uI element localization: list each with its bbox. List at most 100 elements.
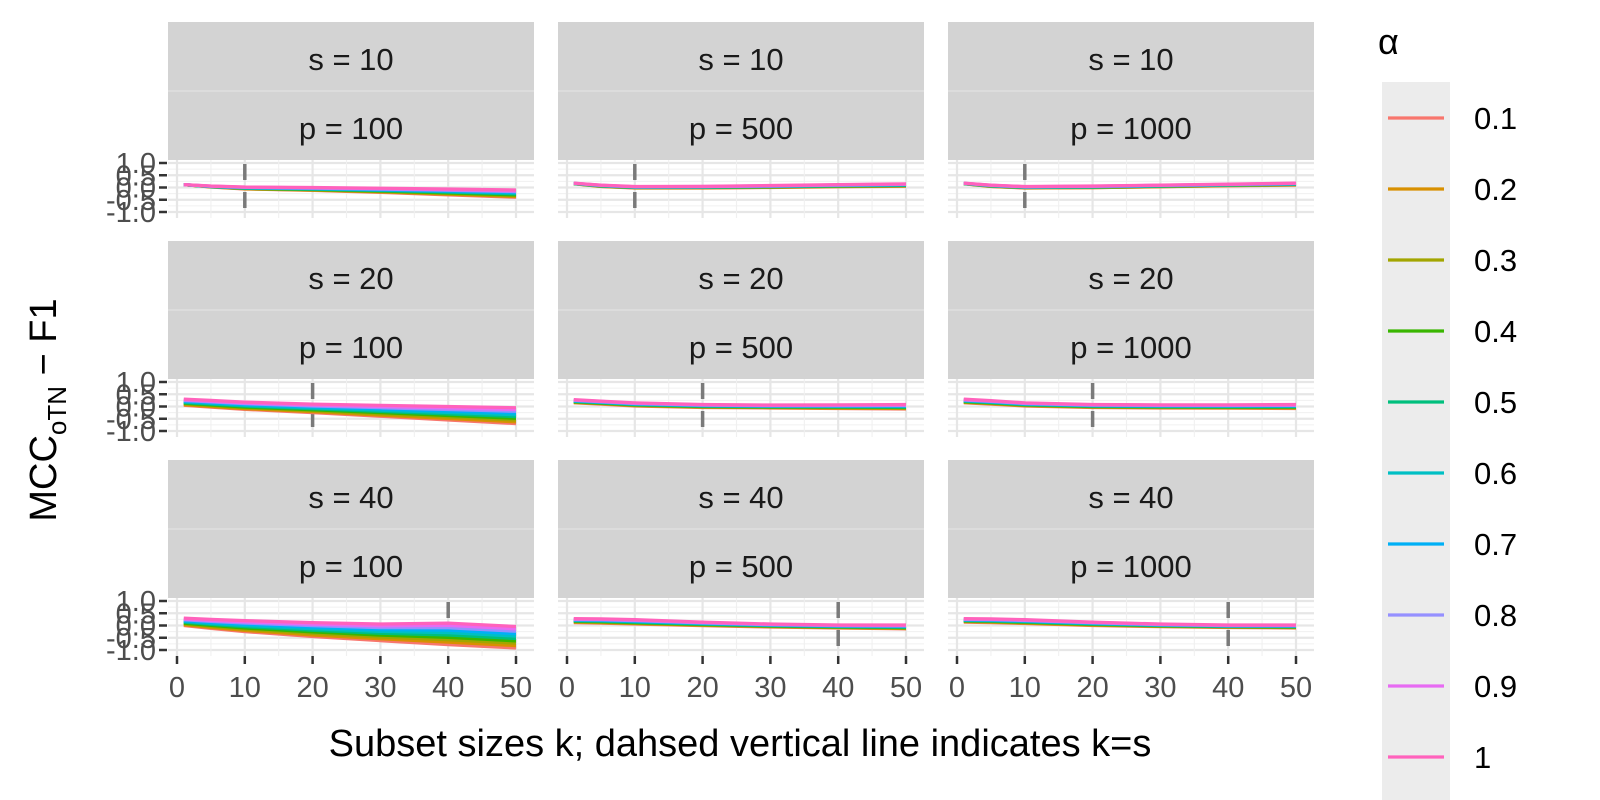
facet-panel-2-1: s = 40 p = 500 0 10 20 30 40 50 (558, 460, 924, 704)
y-tick-label: -0.5 (106, 623, 156, 655)
y-tick-label: 0.5 (116, 598, 156, 630)
series-line-alpha-1 (573, 617, 906, 627)
series-line-alpha-1 (183, 616, 517, 629)
x-tick-label: 50 (500, 672, 532, 704)
row-strip-label: s = 20 (698, 261, 783, 296)
col-strip-label: p = 500 (689, 549, 793, 584)
row-strip-label: s = 20 (1088, 261, 1173, 296)
x-tick-label: 10 (1009, 672, 1041, 704)
y-tick-label: -1.0 (106, 635, 156, 667)
y-tick-label: -1.0 (106, 416, 156, 448)
row-strip-label: s = 40 (308, 480, 393, 515)
x-tick-label: 0 (949, 672, 965, 704)
facet-panel-2-0: s = 40 p = 100 -1.0-0.50.00.51.0 0 10 20 30 40 5… (106, 460, 534, 704)
y-tick-label: -0.5 (106, 404, 156, 436)
row-strip-label: s = 20 (308, 261, 393, 296)
series-line-alpha-1 (573, 181, 907, 189)
y-tick-label: 1.0 (116, 367, 156, 399)
y-tick-label: 0.0 (116, 392, 156, 424)
legend-item-alpha-0.6: 0.6 (1388, 456, 1517, 491)
facet-panel-1-1: s = 20 p = 500 (558, 241, 924, 437)
legend-item-alpha-0.5: 0.5 (1388, 385, 1517, 420)
x-tick-label: 0 (169, 672, 185, 704)
series-line-alpha-1 (573, 398, 907, 407)
legend-label: 1 (1474, 740, 1491, 775)
x-tick-label: 20 (1076, 672, 1108, 704)
legend-item-alpha-0.9: 0.9 (1388, 669, 1517, 704)
row-strip-label: s = 10 (1088, 42, 1173, 77)
plot-area (948, 379, 1314, 437)
x-tick-label: 50 (1280, 672, 1312, 704)
col-strip-label: p = 100 (299, 549, 403, 584)
plot-area (168, 379, 534, 437)
row-strip-label: s = 40 (1088, 480, 1173, 515)
x-tick-label: 0 (559, 672, 575, 704)
facet-panel-0-1: s = 10 p = 500 (558, 22, 924, 218)
plot-area (168, 598, 534, 656)
x-axis-title: Subset sizes k; dahsed vertical line ind… (329, 723, 1152, 765)
series-line-alpha-1 (963, 397, 1297, 407)
row-strip-label: s = 40 (698, 480, 783, 515)
legend-item-alpha-0.4: 0.4 (1388, 314, 1517, 349)
col-strip-label: p = 500 (689, 111, 793, 146)
y-tick-label: -1.0 (106, 197, 156, 229)
y-tick-label: 0.0 (116, 611, 156, 643)
y-tick-label: 1.0 (116, 148, 156, 180)
x-tick-label: 40 (1212, 672, 1244, 704)
x-tick-label: 40 (432, 672, 464, 704)
legend-items: 0.1 0.2 0.3 0.4 0.5 0.6 0.7 0.8 0.9 1 (1388, 101, 1517, 775)
facet-panel-0-0: s = 10 p = 100 -1.0-0.50.00.51.0 (106, 22, 534, 229)
legend-label: 0.7 (1474, 527, 1517, 562)
legend-label: 0.2 (1474, 172, 1517, 207)
facet-panel-2-2: s = 40 p = 1000 0 10 20 30 40 50 (948, 460, 1314, 704)
facet-panel-1-2: s = 20 p = 1000 (948, 241, 1314, 437)
plot-area (948, 598, 1314, 656)
x-tick-label: 10 (619, 672, 651, 704)
legend-item-alpha-1: 1 (1388, 740, 1491, 775)
plot-area (948, 160, 1314, 218)
legend-label: 0.6 (1474, 456, 1517, 491)
y-tick-label: 0.5 (116, 160, 156, 192)
y-axis-title-suffix: − F1 (23, 298, 65, 386)
row-strip-label: s = 10 (308, 42, 393, 77)
plot-area (558, 379, 924, 437)
legend-title: α (1378, 21, 1399, 62)
legend-item-alpha-0.8: 0.8 (1388, 598, 1517, 633)
col-strip-label: p = 100 (299, 330, 403, 365)
facet-panel-0-2: s = 10 p = 1000 (948, 22, 1314, 218)
legend-item-alpha-0.1: 0.1 (1388, 101, 1517, 136)
col-strip-label: p = 1000 (1070, 330, 1192, 365)
x-tick-label: 30 (1144, 672, 1176, 704)
series-line-alpha-1 (183, 397, 517, 410)
y-tick-label: 0.5 (116, 379, 156, 411)
col-strip-label: p = 1000 (1070, 111, 1192, 146)
y-axis-title-subscript: oTN (42, 386, 72, 435)
x-axis-title-text: Subset sizes k; dahsed vertical line ind… (329, 723, 1152, 765)
y-tick-label: -0.5 (106, 185, 156, 217)
legend: α 0.1 0.2 0.3 0.4 0.5 0.6 0.7 0.8 0.9 1 (1378, 21, 1517, 800)
legend-label: 0.5 (1474, 385, 1517, 420)
plot-area (558, 160, 924, 218)
x-tick-label: 50 (890, 672, 922, 704)
y-axis-title-main: MCC (23, 435, 65, 522)
facet-panel-1-0: s = 20 p = 100 -1.0-0.50.00.51.0 (106, 241, 534, 448)
legend-item-alpha-0.2: 0.2 (1388, 172, 1517, 207)
x-tick-label: 30 (754, 672, 786, 704)
col-strip-label: p = 1000 (1070, 549, 1192, 584)
y-axis-title: MCCoTN − F1 (23, 298, 72, 521)
y-tick-label: 1.0 (116, 586, 156, 618)
y-tick-label: 0.0 (116, 173, 156, 205)
legend-label: 0.1 (1474, 101, 1517, 136)
facet-panels: s = 10p = 100-1.0-0.50.00.51.0s = 10p = … (106, 22, 1314, 704)
series-line-alpha-1 (963, 181, 1297, 189)
legend-key-background (1382, 82, 1450, 800)
legend-item-alpha-0.3: 0.3 (1388, 243, 1517, 278)
legend-label: 0.8 (1474, 598, 1517, 633)
y-axis-title-text: MCCoTN − F1 (23, 298, 72, 521)
x-tick-label: 40 (822, 672, 854, 704)
plot-area (558, 598, 924, 656)
x-tick-label: 30 (364, 672, 396, 704)
series-line-alpha-1 (963, 617, 1296, 627)
row-strip-label: s = 10 (698, 42, 783, 77)
